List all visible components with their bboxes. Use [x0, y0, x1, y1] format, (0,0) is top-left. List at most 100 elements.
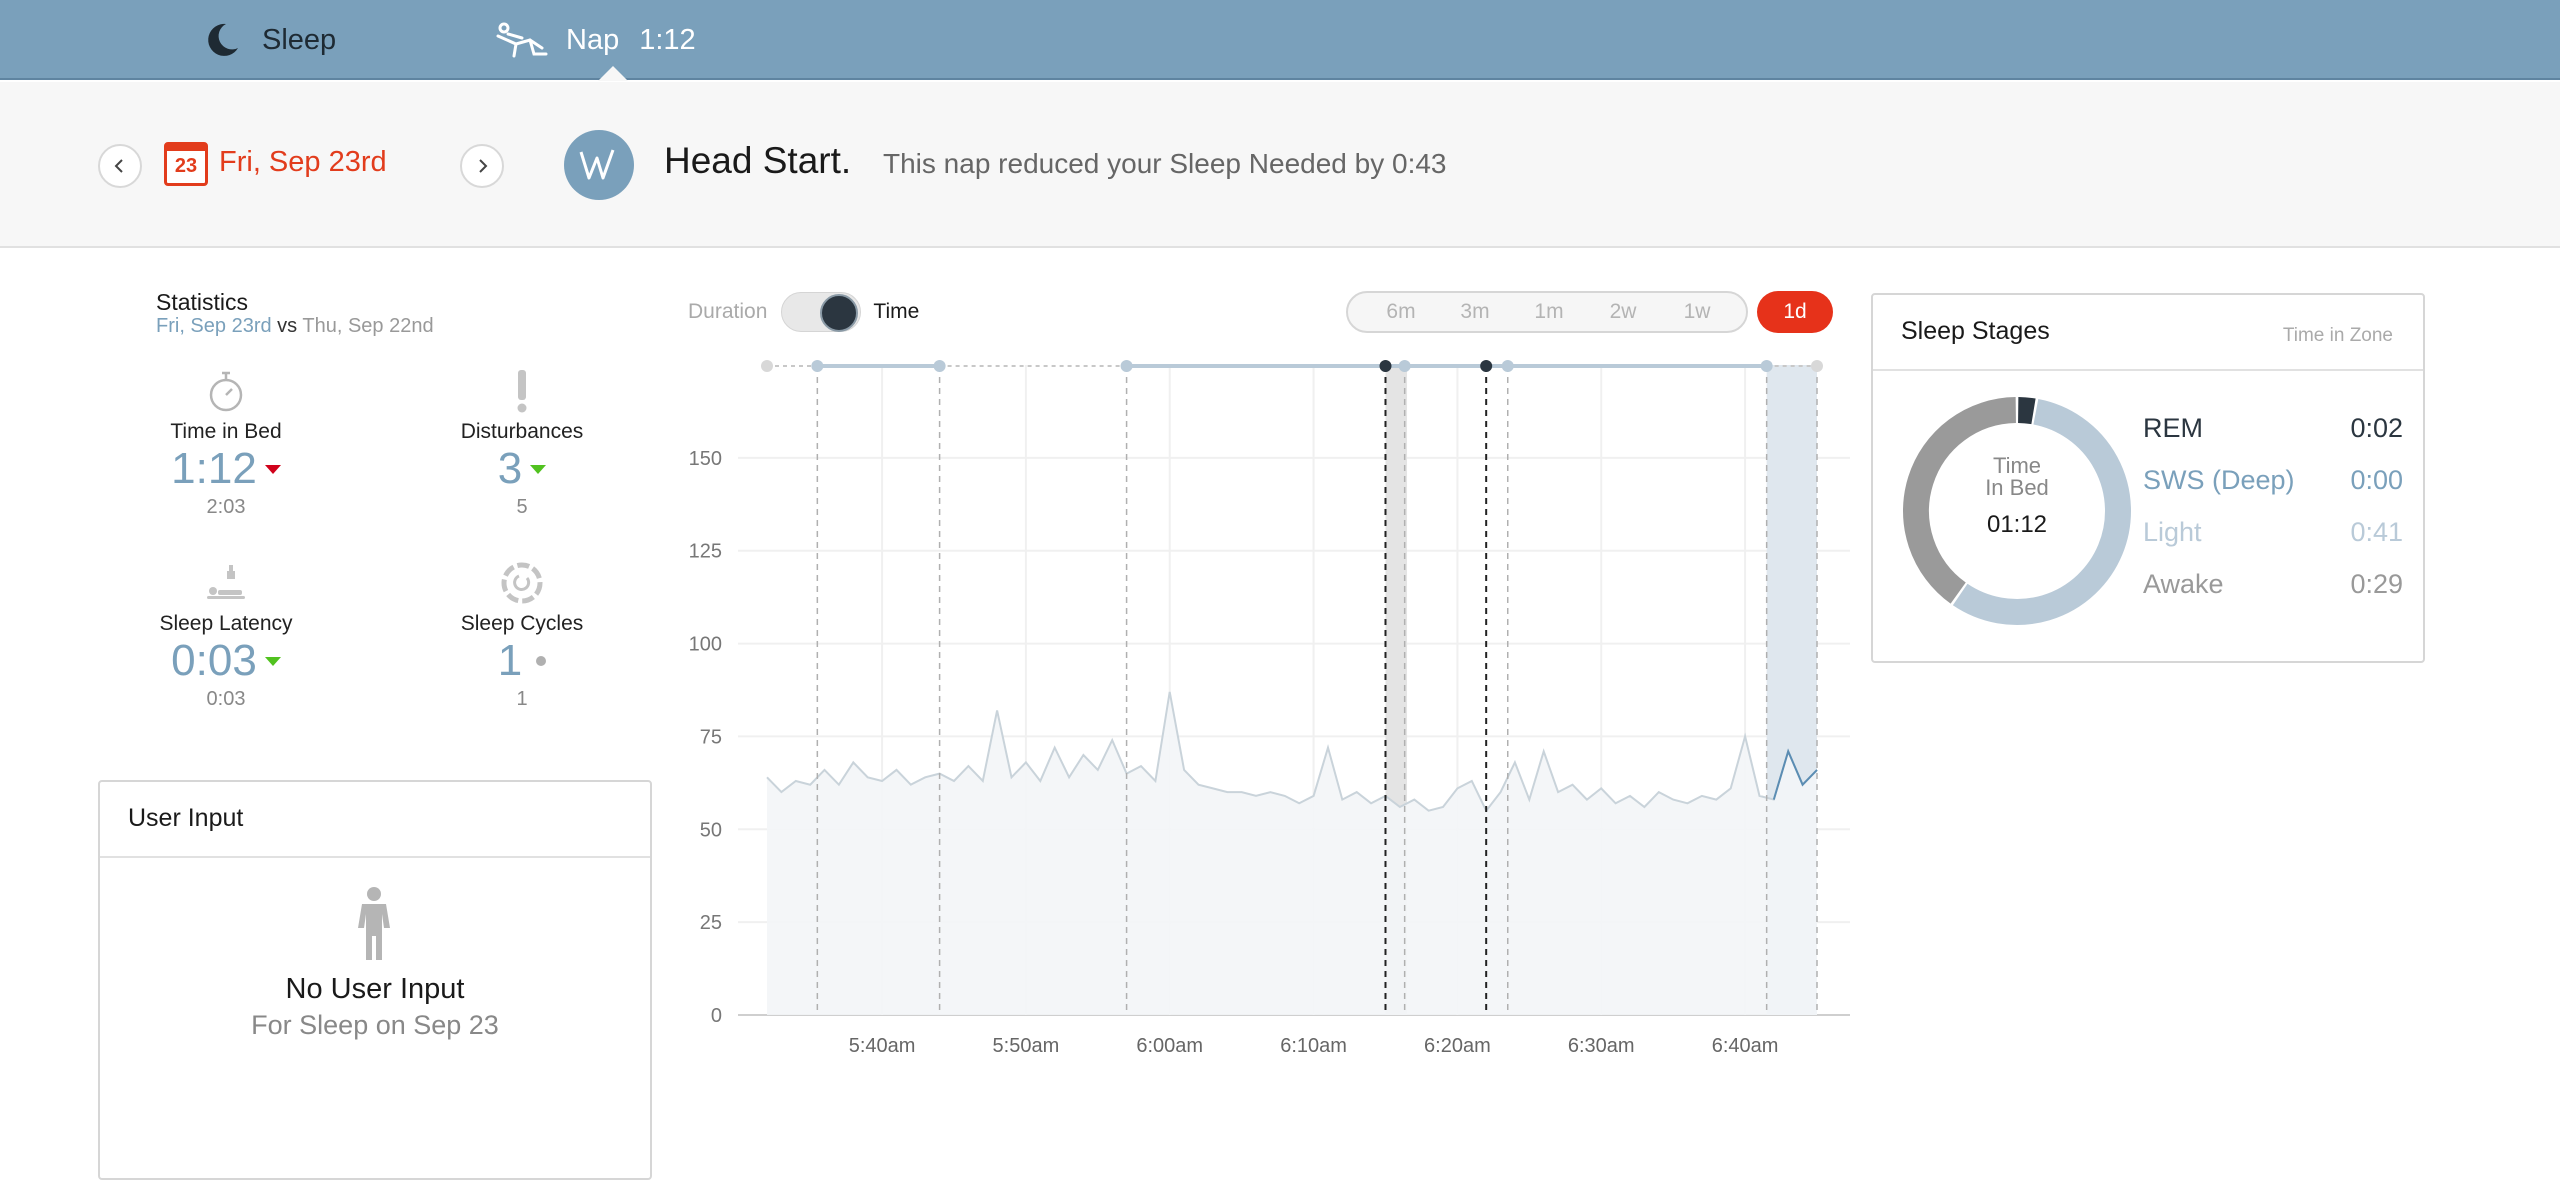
duration-label[interactable]: Duration [688, 300, 768, 323]
y-tick-label: 125 [689, 541, 722, 563]
heart-rate-chart: 0 25 50 75 100 125 150 5:40am 5:50am 6:00am 6:10am… [689, 360, 1850, 1057]
stage-marker-dot [1501, 360, 1514, 372]
sleep-stages-card: Sleep Stages Time in Zone Time In Bed 01… [1871, 293, 2425, 663]
y-tick-label: 75 [700, 726, 722, 748]
chevron-left-icon [114, 159, 123, 173]
x-tick-label: 6:10am [1280, 1035, 1347, 1057]
stage-name: Light [2143, 517, 2202, 547]
active-tab-caret [598, 66, 628, 81]
stage-row-rem: REM 0:02 [2143, 413, 2403, 453]
stat-label: Sleep Cycles [460, 612, 584, 635]
stage-marker-dot [761, 360, 773, 372]
sleep-stages-donut [1903, 397, 2131, 625]
stage-name: SWS (Deep) [2143, 465, 2295, 495]
stopwatch-icon [126, 366, 326, 416]
stage-row-sws: SWS (Deep) 0:00 [2143, 465, 2403, 505]
x-tick-label: 5:40am [849, 1035, 916, 1057]
range-option-1m[interactable]: 1m [1534, 300, 1564, 323]
stage-value: 0:41 [2350, 517, 2403, 547]
user-input-card: User Input No User Input For Sleep on Se… [98, 780, 652, 1180]
no-input-title: No User Input [285, 973, 465, 1005]
trend-green-icon [530, 464, 547, 474]
stat-value-text: 3 [497, 444, 523, 493]
stat-value: 1:12 [171, 444, 281, 494]
person-icon [352, 886, 396, 967]
previous-day-button[interactable] [98, 144, 142, 188]
y-tick-label: 100 [689, 634, 722, 656]
stage-marker-dot [811, 360, 824, 372]
x-tick-label: 6:30am [1568, 1035, 1635, 1057]
y-tick-label: 50 [700, 819, 722, 841]
time-in-zone-label: Time in Zone [2282, 325, 2393, 346]
donut-center: Time In Bed 01:12 [1901, 455, 2133, 539]
stat-sleep-latency: Sleep Latency 0:03 0:03 [126, 558, 326, 711]
current-date: Fri, Sep 23rd [156, 315, 272, 337]
stat-value: 1 [497, 636, 547, 686]
user-input-title: User Input [100, 782, 650, 858]
stage-marker-dot [1480, 360, 1493, 372]
stage-marker-dot [1760, 360, 1773, 372]
stat-previous: 1 [516, 688, 528, 710]
range-option-3m[interactable]: 3m [1460, 300, 1490, 323]
sleep-stages-header: Sleep Stages Time in Zone [1873, 295, 2423, 371]
stat-previous: 0:03 [206, 688, 246, 710]
stat-value-text: 1:12 [171, 444, 257, 493]
tab-nap[interactable]: Nap 1:12 [494, 0, 696, 80]
x-tick-label: 6:40am [1712, 1035, 1779, 1057]
x-tick-label: 6:20am [1424, 1035, 1491, 1057]
stage-row-awake: Awake 0:29 [2143, 569, 2403, 609]
duration-time-toggle[interactable] [781, 292, 862, 332]
tab-nap-label: Nap [566, 23, 620, 56]
stat-time-in-bed: Time in Bed 1:12 2:03 [126, 366, 326, 519]
stat-value: 0:03 [171, 636, 281, 686]
range-selector: 6m 3m 1m 2w 1w [1346, 291, 1748, 333]
range-option-1d[interactable]: 1d [1757, 291, 1833, 333]
calendar-icon[interactable]: 23 [164, 142, 208, 186]
trend-green-icon [264, 656, 281, 666]
duration-time-toggle-group: Duration Time [688, 292, 919, 332]
range-option-1w[interactable]: 1w [1683, 300, 1711, 323]
calendar-day: 23 [174, 155, 198, 177]
stat-value-text: 0:03 [171, 636, 257, 685]
stat-value-text: 1 [497, 636, 523, 685]
moon-icon [198, 16, 246, 64]
range-option-2w[interactable]: 2w [1609, 300, 1637, 323]
vs-label: vs [277, 315, 298, 337]
stage-row-light: Light 0:41 [2143, 517, 2403, 557]
tab-sleep-label: Sleep [262, 23, 337, 56]
stage-value: 0:00 [2350, 465, 2403, 495]
y-tick-label: 150 [689, 448, 722, 470]
stage-name: REM [2143, 413, 2203, 443]
tab-sleep[interactable]: Sleep [198, 0, 336, 80]
selected-date[interactable]: Fri, Sep 23rd [219, 146, 387, 178]
y-tick-label: 0 [711, 1005, 722, 1027]
statistics-compare: Fri, Sep 23rd vs Thu, Sep 22nd [156, 315, 434, 338]
stage-marker-dot [1398, 360, 1411, 372]
time-label[interactable]: Time [873, 300, 920, 323]
heart-rate-line [766, 691, 1818, 813]
stat-label: Time in Bed [170, 420, 282, 443]
top-navigation-bar: Sleep Nap 1:12 [0, 0, 2560, 81]
donut-value: 01:12 [1986, 511, 2048, 538]
stat-disturbances: Disturbances 3 5 [422, 366, 622, 519]
nap-message: This nap reduced your Sleep Needed by 0:… [883, 148, 1447, 179]
stat-value: 3 [497, 444, 547, 494]
stage-marker-dot [1120, 360, 1133, 372]
cycle-icon [422, 558, 622, 608]
trend-red-icon [264, 464, 281, 474]
donut-slice-rem [2017, 397, 2036, 425]
range-option-6m[interactable]: 6m [1386, 300, 1416, 323]
stage-marker-dot [1811, 360, 1823, 372]
stage-value: 0:29 [2350, 569, 2403, 599]
toggle-knob [820, 294, 859, 332]
whoop-logo-icon [564, 130, 634, 200]
x-tick-label: 6:00am [1136, 1035, 1203, 1057]
nap-duration: 1:12 [639, 23, 696, 56]
donut-label-time: Time [1992, 453, 2042, 478]
stage-marker-dot [1379, 360, 1392, 372]
next-day-button[interactable] [460, 144, 504, 188]
x-tick-label: 5:50am [993, 1035, 1060, 1057]
statistics-title: Statistics [156, 289, 249, 315]
stat-sleep-cycles: Sleep Cycles 1 1 [422, 558, 622, 711]
chevron-right-icon [479, 159, 488, 173]
